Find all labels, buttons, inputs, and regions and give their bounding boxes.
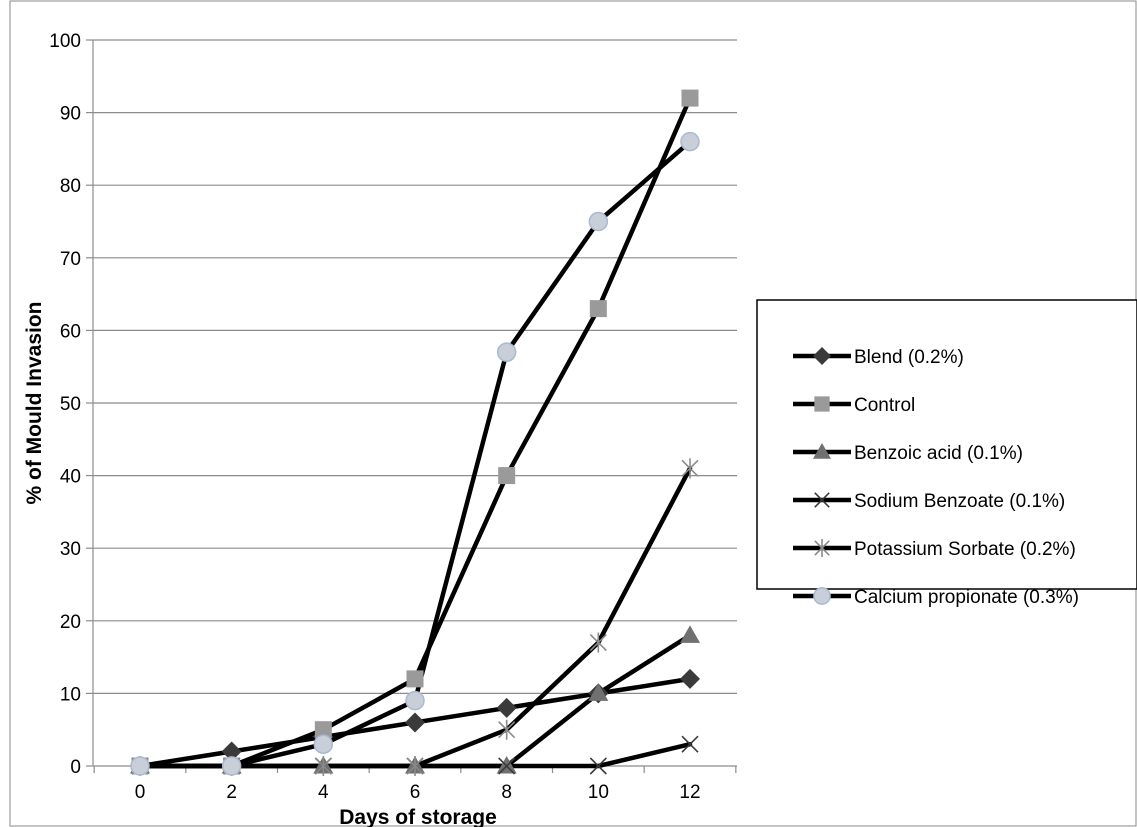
- marker-star: [406, 756, 424, 776]
- legend-label: Calcium propionate (0.3%): [854, 587, 1079, 608]
- legend-label: Control: [854, 395, 915, 416]
- legend-box: [756, 299, 1137, 590]
- y-tick-label: 80: [60, 176, 81, 197]
- marker-star: [681, 458, 699, 479]
- marker-circle: [130, 756, 150, 776]
- y-axis-title: % of Mould Invasion: [23, 302, 46, 505]
- legend-item: Sodium Benzoate (0.1%): [793, 491, 1065, 512]
- marker-x-stroke: [681, 735, 699, 753]
- marker-circle: [813, 587, 831, 605]
- marker-square: [681, 89, 699, 107]
- y-tick-label: 0: [70, 757, 81, 778]
- legend-label: Sodium Benzoate (0.1%): [854, 491, 1065, 512]
- marker-star: [589, 632, 607, 653]
- marker-x-stroke: [814, 492, 830, 508]
- x-tick-label: 8: [501, 782, 512, 803]
- marker-x: [498, 757, 516, 775]
- marker-x: [589, 757, 607, 775]
- y-tick-label: 100: [49, 31, 81, 52]
- marker-square: [406, 670, 424, 688]
- tick-labels: 0 10 20 30 40 50 60 70 80 90 100 0 2 4 6 8 10 12: [49, 31, 700, 803]
- y-tick-label: 60: [60, 321, 81, 342]
- marker-star: [498, 719, 516, 740]
- marker-square: [589, 300, 607, 318]
- x-tick-label: 12: [679, 782, 700, 803]
- marker-triangle: [496, 756, 517, 774]
- x-tick-label: 0: [135, 782, 146, 803]
- marker-diamond: [405, 712, 425, 733]
- legend-item: Benzoic acid (0.1%): [793, 443, 1023, 464]
- legend-label: Blend (0.2%): [854, 347, 964, 368]
- marker-circle: [680, 131, 700, 152]
- marker-circle: [405, 690, 425, 711]
- y-tick-label: 90: [60, 104, 81, 125]
- marker-x: [681, 735, 699, 753]
- x-tick-label: 6: [410, 782, 421, 803]
- marker-triangle: [588, 683, 609, 701]
- legend-item: Control: [793, 395, 915, 416]
- legend-label: Potassium Sorbate (0.2%): [854, 539, 1076, 560]
- legend-item: Potassium Sorbate (0.2%): [793, 539, 1076, 560]
- marker-diamond: [813, 347, 831, 365]
- x-tick-label: 2: [226, 782, 237, 803]
- marker-circle: [588, 211, 609, 232]
- marker-diamond: [496, 697, 517, 718]
- marker-circle: [313, 734, 334, 754]
- y-tick-label: 40: [60, 467, 81, 488]
- y-tick-label: 70: [60, 249, 81, 270]
- marker-x-stroke: [589, 757, 607, 775]
- marker-star: [814, 539, 830, 557]
- legend-item: Blend (0.2%): [793, 347, 964, 368]
- marker-triangle: [813, 443, 831, 459]
- marker-triangle: [680, 625, 700, 643]
- marker-diamond: [221, 741, 242, 762]
- marker-square: [314, 721, 332, 739]
- legend: Blend (0.2%) Control Benzoic acid (0.1%) So…: [756, 299, 1137, 608]
- marker-star: [314, 756, 332, 776]
- y-tick-label: 50: [60, 394, 81, 415]
- gridlines: [93, 39, 737, 695]
- x-tick-label: 10: [588, 782, 609, 803]
- legend-item: Calcium propionate (0.3%): [793, 587, 1079, 608]
- series-markers: [130, 89, 700, 776]
- marker-circle: [496, 342, 517, 362]
- marker-x-stroke: [498, 757, 516, 775]
- legend-label: Benzoic acid (0.1%): [854, 443, 1023, 464]
- marker-x: [814, 492, 830, 508]
- y-tick-label: 10: [60, 684, 81, 705]
- x-tick-label: 4: [318, 782, 329, 803]
- x-axis-title: Days of storage: [339, 806, 497, 827]
- marker-square: [814, 396, 830, 412]
- y-tick-label: 20: [60, 612, 81, 633]
- marker-square: [498, 467, 516, 485]
- marker-circle: [221, 756, 242, 776]
- marker-diamond: [680, 668, 700, 689]
- y-tick-label: 30: [60, 539, 81, 560]
